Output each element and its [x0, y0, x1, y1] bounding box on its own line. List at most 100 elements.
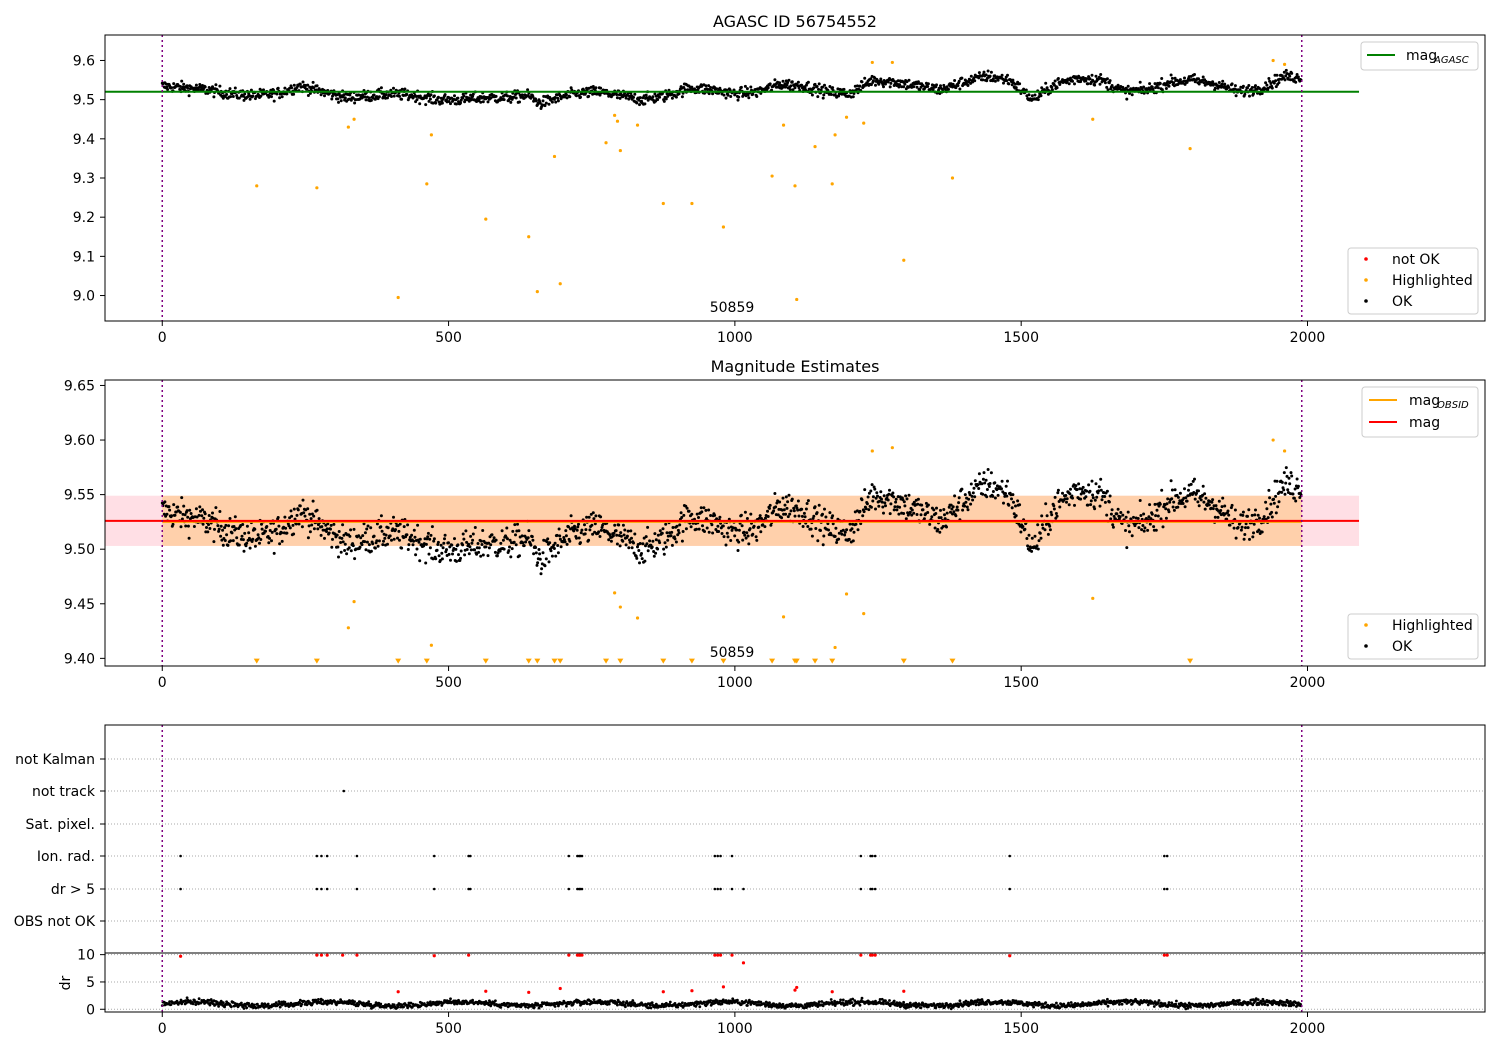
p2-ok-point: [232, 525, 236, 528]
p2-ok-point: [874, 507, 877, 511]
p1-ok-point: [711, 92, 715, 96]
p2-ok-point: [335, 533, 339, 537]
p2-ok-point: [1252, 531, 1255, 535]
p2-ok-point: [715, 517, 719, 521]
p2-ok-point: [926, 511, 930, 514]
p2-ok-point: [658, 529, 662, 533]
p2-ok-point: [465, 540, 469, 544]
p1-ok-point: [564, 93, 568, 97]
p2-ok-point: [796, 499, 800, 503]
p2-ok-point: [295, 513, 299, 517]
p3-flag-point: [567, 887, 571, 891]
p2-ok-point: [1244, 522, 1248, 526]
p2-ok-point: [1037, 539, 1041, 543]
p2-ok-point: [430, 525, 434, 529]
p2-ok-point: [1093, 507, 1097, 511]
p2-ok-point: [213, 527, 216, 531]
p2-ok-point: [969, 502, 973, 506]
p1-ok-point: [1278, 77, 1282, 81]
p2-ok-point: [1055, 514, 1059, 518]
p1-ok-point: [323, 94, 326, 98]
p2-ok-point: [306, 536, 310, 540]
p2-ok-point: [339, 550, 343, 554]
p2-ok-point: [477, 550, 481, 554]
p2-ok-point: [991, 494, 995, 498]
p2-ok-point: [766, 515, 770, 518]
p1-highlighted-point: [781, 123, 786, 127]
p2-ok-point: [456, 543, 460, 547]
p2-ok-point: [757, 525, 761, 529]
p3-dr-ok-point: [298, 1001, 302, 1005]
p2-ok-point: [1065, 500, 1068, 504]
p2-ok-point: [468, 545, 472, 549]
p1-ok-point: [884, 82, 887, 86]
p1-ok-point: [233, 86, 237, 90]
p1-ok-point: [996, 78, 1000, 82]
p3-dr-ok-point: [266, 1002, 270, 1006]
p2-ok-point: [961, 508, 965, 512]
p2-ok-point: [599, 515, 603, 519]
p2-ok-point: [875, 491, 879, 495]
p2-ok-point: [863, 488, 867, 492]
p1-ok-point: [751, 92, 755, 96]
p1-ok-point: [544, 101, 548, 105]
p2-ok-point: [1276, 505, 1280, 509]
p2-below-range-marker: [660, 658, 667, 664]
p1-ok-point: [556, 96, 560, 100]
p2-ok-point: [1293, 487, 1297, 491]
p2-ok-point: [599, 528, 603, 532]
p2-ok-point: [381, 543, 385, 547]
p2-ok-point: [449, 558, 452, 562]
p1-ok-point: [958, 87, 962, 91]
p2-ok-point: [987, 485, 991, 488]
p2-ok-point: [1010, 506, 1014, 510]
p1-ok-point: [1138, 80, 1142, 84]
p2-ok-point: [910, 508, 914, 512]
p1-ok-point: [459, 101, 462, 105]
p2-ok-point: [1211, 507, 1215, 511]
p1-ytick-label: 9.4: [73, 132, 95, 148]
p3-dr-ok-point: [217, 1005, 221, 1008]
p2-ok-point: [847, 537, 851, 541]
p3-dr-ok-point: [820, 1000, 824, 1003]
p3-dr-ok-point: [908, 1001, 912, 1005]
p1-ok-point: [336, 97, 340, 101]
p2-ok-point: [396, 536, 399, 540]
p3-dr-ok-point: [841, 998, 845, 1002]
p2-ok-point: [1000, 479, 1004, 483]
p1-ok-point: [292, 83, 296, 87]
p3-dr-ok-point: [816, 1005, 820, 1008]
p1-ok-point: [386, 96, 389, 100]
p2-ok-point: [481, 529, 485, 532]
p1-ok-point: [1036, 98, 1040, 102]
p3-dr-ok-point: [240, 1001, 243, 1005]
p2-ok-point: [275, 532, 279, 536]
p2-ok-point: [1277, 500, 1281, 504]
p2-ok-point: [654, 551, 658, 555]
p2-ok-point: [524, 540, 528, 544]
p1-ok-point: [305, 87, 309, 91]
p2-ok-point: [532, 552, 536, 556]
p2-ok-point: [713, 513, 717, 517]
p2-ok-point: [666, 538, 670, 542]
p2-ok-point: [800, 514, 804, 518]
p2-ok-point: [165, 512, 169, 516]
p1-ok-point: [1125, 97, 1129, 101]
p2-below-range-marker: [1187, 658, 1194, 664]
p1-ytick-label: 9.1: [73, 249, 95, 265]
p1-ok-point: [851, 95, 855, 99]
p2-ok-point: [397, 529, 401, 533]
p2-ok-point: [965, 505, 969, 509]
p1-ok-point: [212, 95, 216, 99]
p1-ok-point: [957, 79, 961, 83]
p1-ok-point: [912, 85, 916, 89]
p3-dr-ok-point: [384, 1005, 388, 1009]
p2-ok-point: [475, 552, 479, 556]
p2-ok-point: [768, 503, 772, 507]
p2-ok-point: [386, 542, 389, 546]
p2-ok-point: [464, 529, 468, 533]
p3-flag-point: [719, 854, 722, 858]
p2-ok-point: [985, 495, 989, 499]
p2-ok-point: [469, 548, 473, 552]
p3-dr-ok-point: [833, 999, 836, 1003]
